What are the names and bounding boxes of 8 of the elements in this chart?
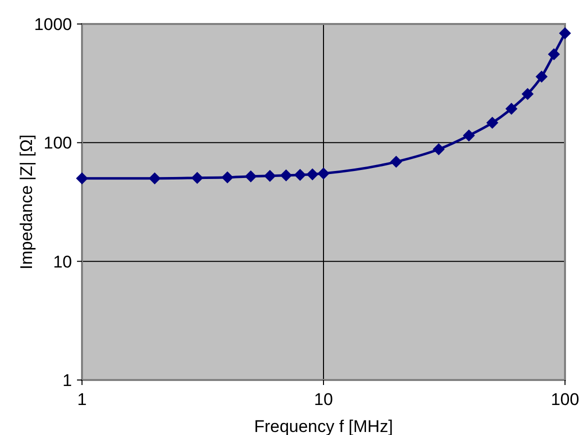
x-tick-label: 1 <box>77 390 87 409</box>
y-tick-label: 1 <box>62 370 72 390</box>
y-tick-label: 10 <box>53 252 72 272</box>
x-tick-label: 10 <box>314 390 333 409</box>
y-axis-title: Impedance |Z| [Ω] <box>17 134 36 270</box>
y-tick-label: 100 <box>44 134 72 153</box>
y-tick-label: 1000 <box>34 14 72 34</box>
x-tick-label: 100 <box>550 390 580 409</box>
